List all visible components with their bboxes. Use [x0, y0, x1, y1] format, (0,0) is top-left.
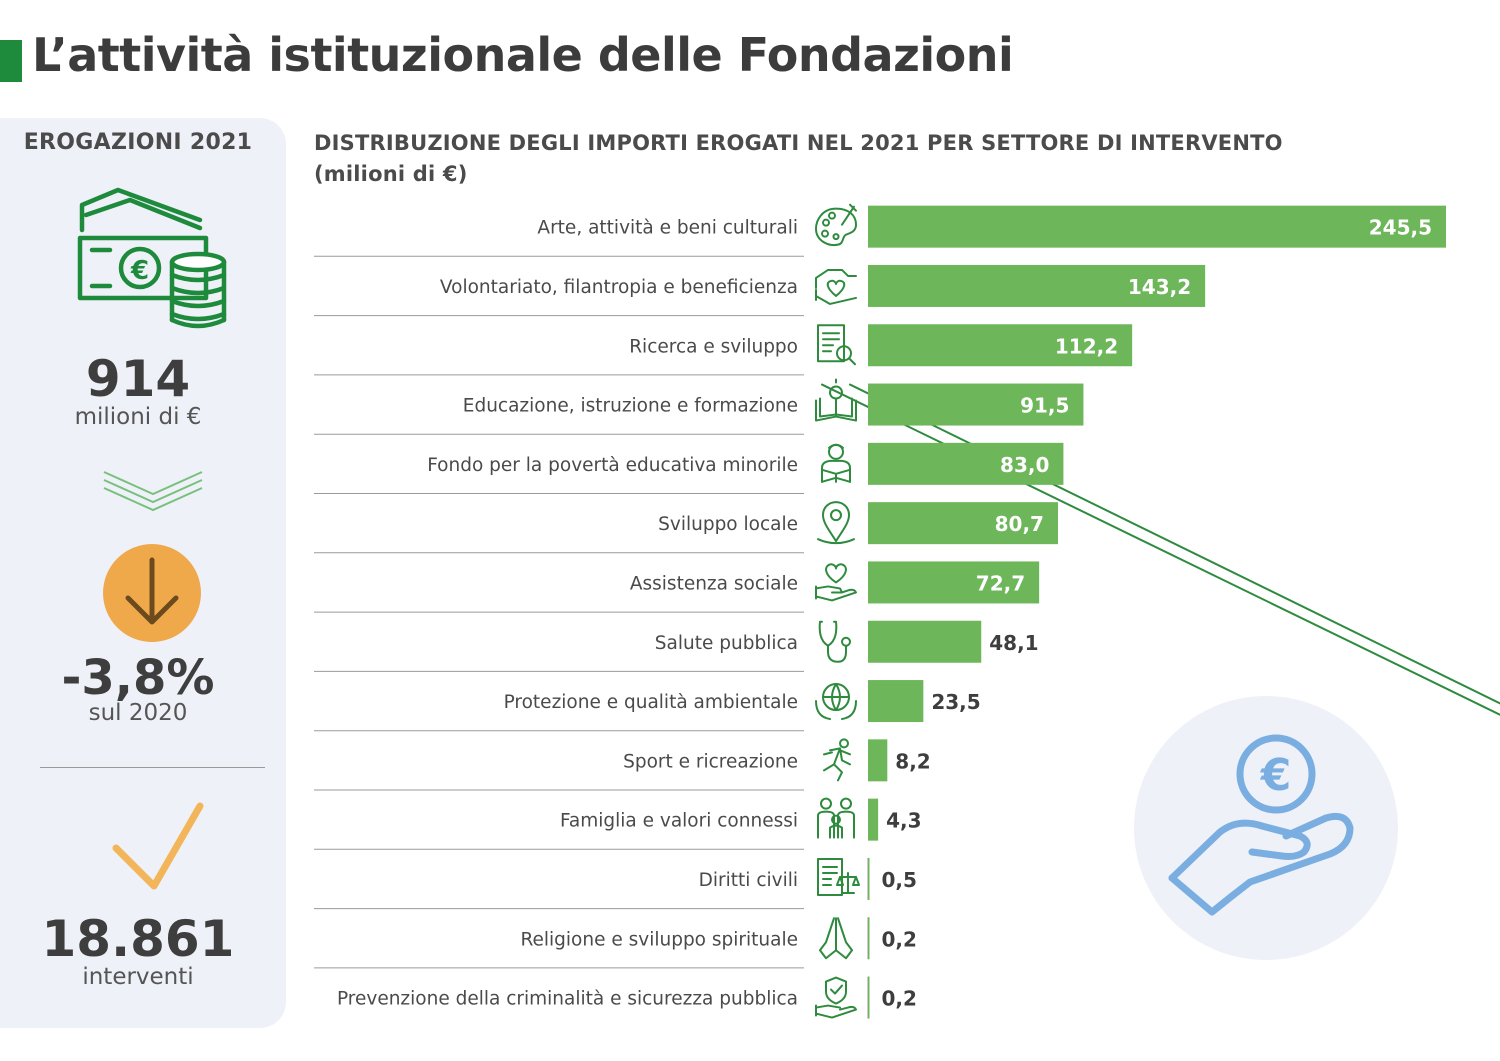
- summary-heading: EROGAZIONI 2021: [23, 130, 253, 155]
- double-chevron-down-icon: [103, 471, 203, 512]
- globe-hands-icon: [815, 683, 857, 721]
- svg-text:€: €: [1260, 750, 1292, 801]
- category-label: Protezione e qualità ambientale: [504, 692, 798, 713]
- summary-icons: €: [77, 187, 227, 890]
- value-label: 8,2: [895, 749, 930, 773]
- category-label: Arte, attività e beni culturali: [537, 218, 798, 239]
- bar: [868, 442, 1064, 485]
- checkmark-icon: [112, 802, 204, 890]
- category-row: Fondo per la povertà educativa minorile 8…: [314, 442, 1064, 494]
- category-label: Assistenza sociale: [630, 573, 798, 594]
- svg-text:€: €: [130, 256, 149, 286]
- running-person-icon: [823, 738, 851, 782]
- category-label: Famiglia e valori connessi: [560, 811, 798, 832]
- category-row: Arte, attività e beni culturali 245,5: [314, 203, 1446, 257]
- stethoscope-icon: [818, 620, 851, 663]
- change-note: sul 2020: [88, 700, 188, 726]
- value-label: 0,2: [882, 987, 917, 1011]
- chart-title-line-2: (milioni di €): [314, 162, 468, 186]
- value-label: 72,7: [976, 571, 1025, 595]
- praying-hands-icon: [819, 917, 853, 960]
- value-label: 48,1: [989, 631, 1038, 655]
- summary-divider: [40, 767, 265, 768]
- bars-layer: Arte, attività e beni culturali 245,5 Volo…: [314, 203, 1500, 1019]
- bar: [868, 561, 1040, 604]
- bar: [868, 739, 888, 782]
- chart-title: DISTRIBUZIONE DEGLI IMPORTI EROGATI NEL …: [314, 128, 1314, 190]
- bar: [868, 324, 1133, 367]
- category-label: Sport e ricreazione: [623, 751, 798, 772]
- interventions-label: interventi: [82, 964, 194, 990]
- category-label: Sviluppo locale: [658, 514, 798, 535]
- bar: [868, 264, 1206, 307]
- page-title: L’attività istituzionale delle Fondazion…: [32, 28, 1014, 82]
- total-unit: milioni di €: [74, 404, 202, 430]
- bar: [868, 502, 1058, 545]
- down-arrow-circle-icon: [103, 544, 201, 642]
- value-label: 0,5: [882, 868, 917, 892]
- value-label: 91,5: [1020, 394, 1069, 418]
- category-row: Educazione, istruzione e formazione 91,5: [314, 378, 1500, 716]
- category-row: Salute pubblica 48,1: [314, 620, 1039, 672]
- change-percentage: -3,8%: [61, 650, 215, 706]
- hand-heart-icon: [815, 268, 857, 305]
- category-label: Prevenzione della criminalità e sicurezz…: [337, 989, 798, 1010]
- category-label: Ricerca e sviluppo: [629, 336, 798, 357]
- child-reading-icon: [821, 443, 851, 483]
- category-row: Protezione e qualità ambientale 23,5: [314, 680, 981, 732]
- heart-hand-icon: [815, 563, 857, 602]
- bar: [868, 620, 982, 663]
- category-label: Educazione, istruzione e formazione: [463, 396, 798, 417]
- value-label: 245,5: [1369, 216, 1432, 240]
- value-label: 23,5: [931, 690, 980, 714]
- bar: [868, 205, 1446, 248]
- value-label: 0,2: [882, 927, 917, 951]
- category-row: Prevenzione della criminalità e sicurezz…: [337, 976, 917, 1019]
- category-label: Fondo per la povertà educativa minorile: [427, 455, 798, 476]
- value-label: 83,0: [1000, 453, 1049, 477]
- research-document-icon: [817, 324, 856, 366]
- chart-title-line-1: DISTRIBUZIONE DEGLI IMPORTI EROGATI NEL …: [314, 131, 1283, 155]
- value-label: 143,2: [1128, 275, 1191, 299]
- value-label: 112,2: [1055, 334, 1118, 358]
- category-label: Salute pubblica: [655, 633, 798, 654]
- bar: [868, 857, 870, 900]
- category-label: Diritti civili: [699, 870, 798, 891]
- category-row: Diritti civili 0,5: [314, 857, 917, 910]
- value-label: 4,3: [886, 809, 921, 833]
- interventions-count: 18.861: [41, 910, 235, 968]
- category-row: Ricerca e sviluppo 112,2: [314, 324, 1133, 376]
- location-pin-icon: [817, 501, 855, 545]
- category-row: Sviluppo locale 80,7: [314, 501, 1058, 554]
- category-row: Religione e sviluppo spirituale 0,2: [314, 917, 917, 969]
- title-accent-bar: [0, 40, 22, 82]
- category-row: Assistenza sociale 72,7: [314, 561, 1040, 613]
- legal-document-icon: [817, 857, 860, 896]
- total-amount: 914: [85, 350, 191, 408]
- money-euro-icon: €: [77, 187, 227, 329]
- category-label: Volontariato, filantropia e beneficienza: [440, 277, 798, 298]
- value-label: 80,7: [995, 512, 1044, 536]
- shield-hand-icon: [815, 976, 857, 1019]
- bar: [868, 383, 1084, 426]
- family-icon: [817, 797, 855, 839]
- category-row: Sport e ricreazione 8,2: [314, 738, 931, 791]
- bar: [868, 680, 924, 723]
- bar: [868, 917, 870, 960]
- euro-hand-icon: €: [1134, 696, 1398, 960]
- palette-icon: [815, 203, 857, 247]
- bar: [868, 798, 879, 841]
- category-row: Famiglia e valori connessi 4,3: [314, 797, 922, 850]
- category-label: Religione e sviluppo spirituale: [520, 929, 798, 950]
- bar: [868, 976, 870, 1019]
- category-row: Volontariato, filantropia e beneficienza…: [314, 264, 1206, 317]
